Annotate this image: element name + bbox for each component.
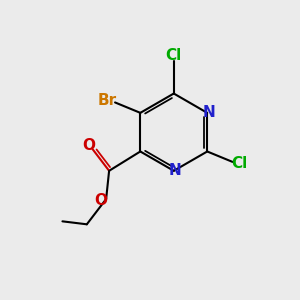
Text: Cl: Cl: [231, 156, 247, 171]
Text: N: N: [169, 163, 182, 178]
Text: Br: Br: [98, 94, 117, 109]
Text: O: O: [94, 193, 107, 208]
Text: N: N: [202, 105, 215, 120]
Text: O: O: [82, 138, 95, 153]
Text: Cl: Cl: [166, 48, 182, 63]
